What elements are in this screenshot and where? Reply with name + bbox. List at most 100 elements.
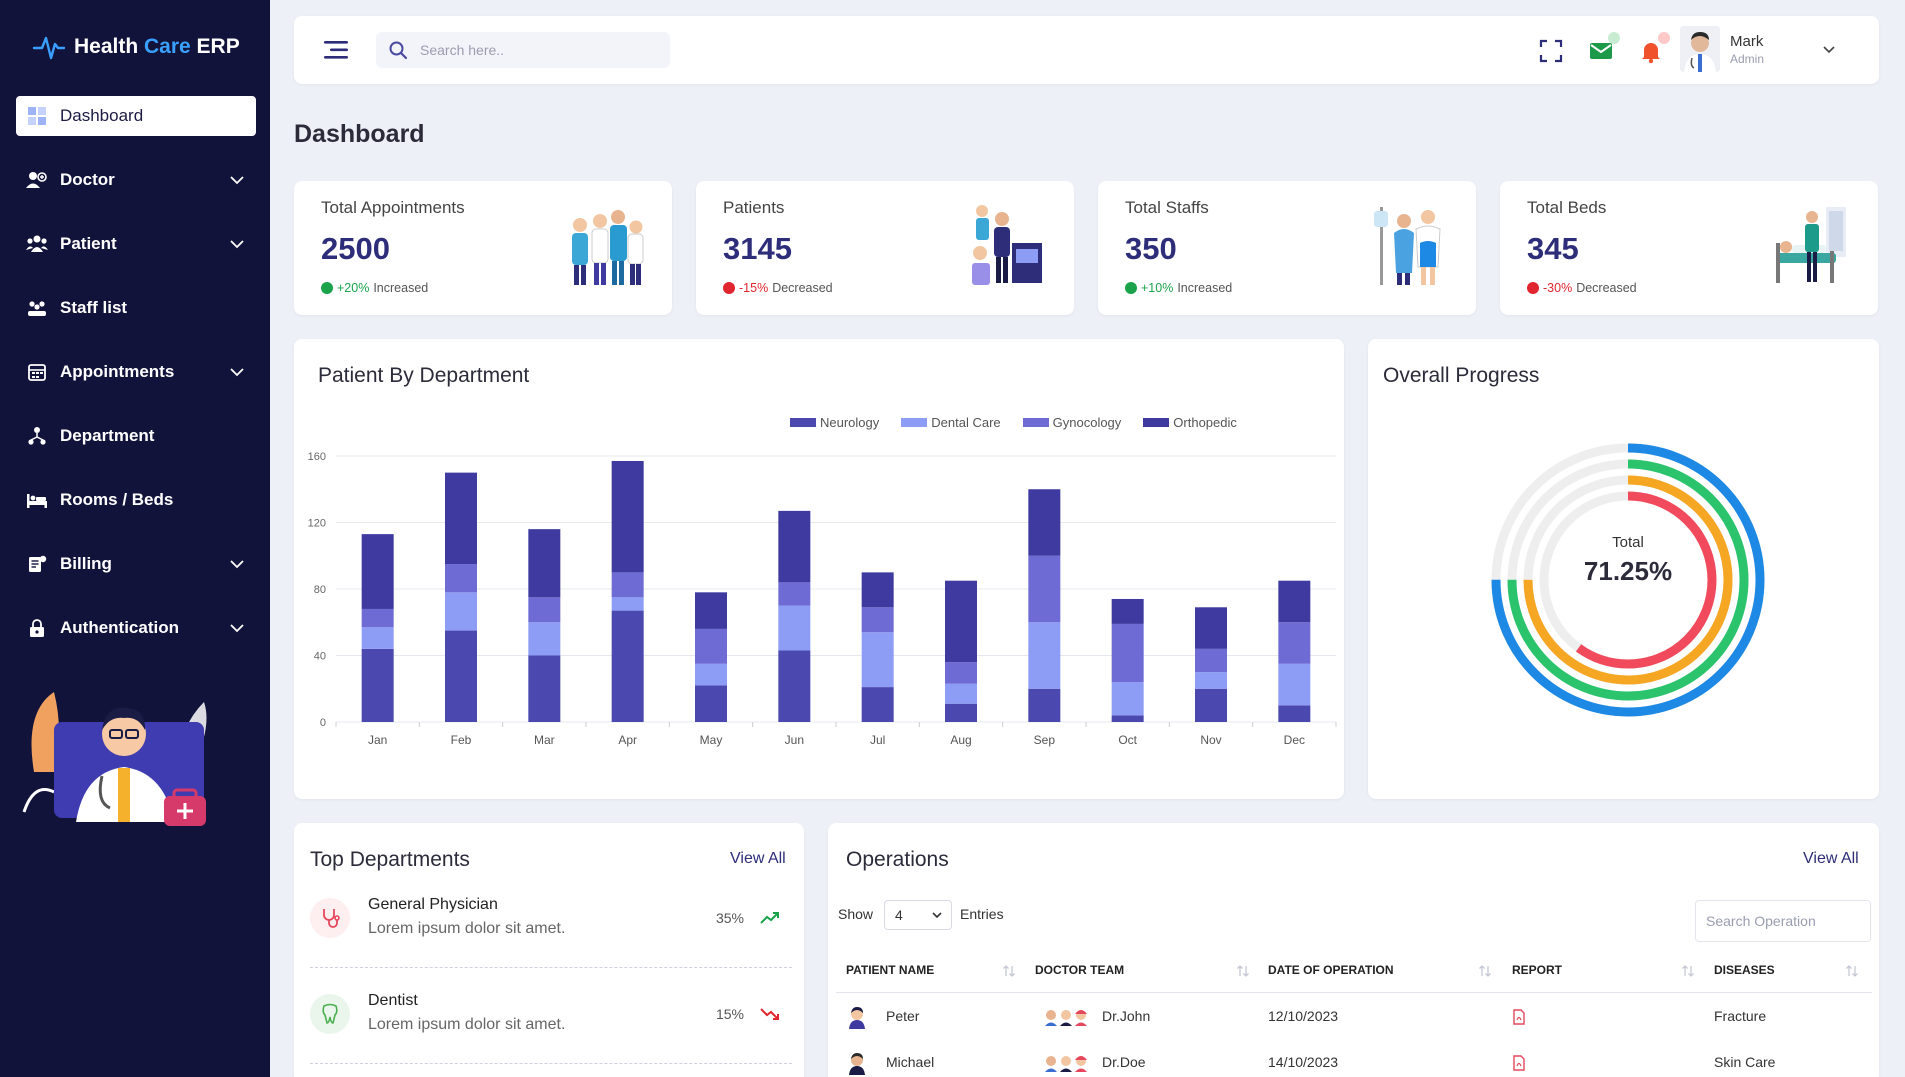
bar-segment: [778, 582, 811, 606]
progress-ring: [1539, 491, 1717, 669]
stat-card-patients[interactable]: Patients 3145 -15% Decreased: [696, 181, 1074, 315]
staff-illustration: [1374, 207, 1441, 285]
bar-segment: [1278, 622, 1311, 664]
grid-icon: [26, 105, 48, 127]
bar-segment: [695, 685, 727, 722]
bar-segment: [778, 650, 811, 722]
bar-segment: [695, 663, 727, 686]
sort-icon[interactable]: [1478, 964, 1492, 978]
x-tick-label: Jun: [785, 733, 804, 747]
bar-segment: [611, 572, 644, 598]
sidebar-item-appointments[interactable]: Appointments: [16, 352, 256, 392]
stat-value: 2500: [321, 231, 390, 266]
app-logo[interactable]: Health Care ERP: [32, 30, 240, 64]
bar-segment: [945, 703, 977, 722]
user-name: Mark: [1730, 32, 1764, 50]
stat-value: 3145: [723, 231, 792, 266]
column-header-report[interactable]: REPORT: [1512, 963, 1563, 977]
disease: Skin Care: [1714, 1054, 1776, 1070]
top-departments-view-all-link[interactable]: View All: [730, 850, 786, 867]
x-tick-label: Jan: [368, 733, 387, 747]
column-header-date[interactable]: DATE OF OPERATION: [1268, 963, 1394, 977]
sidebar-item-doctor[interactable]: Doctor: [16, 160, 256, 200]
chevron-down-icon: [932, 912, 942, 919]
x-tick-label: Mar: [534, 733, 555, 747]
pdf-report-icon[interactable]: [1512, 1055, 1526, 1071]
global-search[interactable]: [376, 32, 670, 68]
stat-label: Total Staffs: [1125, 198, 1209, 217]
entries-select[interactable]: 4: [884, 900, 952, 930]
sort-icon[interactable]: [1236, 964, 1250, 978]
stat-card-staffs[interactable]: Total Staffs 350 +10% Increased: [1098, 181, 1476, 315]
sidebar-item-patient[interactable]: Patient: [16, 224, 256, 264]
pdf-report-icon[interactable]: [1512, 1009, 1526, 1025]
legend-item[interactable]: Gynocology: [1022, 415, 1121, 430]
menu-toggle-icon[interactable]: [322, 38, 350, 62]
operations-view-all-link[interactable]: View All: [1803, 850, 1859, 867]
department-name: Dentist: [368, 992, 418, 1009]
chevron-down-icon: [230, 560, 244, 569]
sort-icon[interactable]: [1681, 964, 1695, 978]
search-input[interactable]: [420, 42, 660, 58]
y-tick-label: 120: [308, 518, 326, 530]
sidebar-item-billing[interactable]: Billing: [16, 544, 256, 584]
column-header-diseases[interactable]: DISEASES: [1714, 963, 1775, 977]
sidebar-item-department[interactable]: Department: [16, 416, 256, 456]
sidebar-item-label: Appointments: [60, 362, 175, 381]
legend-swatch: [790, 418, 816, 427]
y-tick-label: 0: [320, 717, 326, 729]
billing-icon: [26, 553, 48, 575]
trend-down-icon: [723, 282, 735, 294]
chevron-down-icon: [230, 240, 244, 249]
sort-icon[interactable]: [1002, 964, 1016, 978]
bar-segment: [1278, 580, 1311, 623]
sidebar-item-label: Department: [60, 426, 155, 445]
chevron-down-icon[interactable]: [1820, 40, 1838, 58]
legend-item[interactable]: Orthopedic: [1143, 415, 1237, 430]
list-item[interactable]: General Physician Lorem ipsum dolor sit …: [310, 896, 792, 980]
bar-segment: [1195, 672, 1227, 689]
bed-icon: [26, 489, 48, 511]
sidebar-item-dashboard[interactable]: Dashboard: [16, 96, 256, 136]
app-title: Health Care ERP: [74, 35, 240, 58]
bar-segment: [695, 628, 727, 664]
panel-title: Top Departments: [310, 848, 470, 871]
doctor-name: Dr.Doe: [1102, 1054, 1146, 1070]
list-item[interactable]: Dentist Lorem ipsum dolor sit amet. 15%: [310, 992, 792, 1076]
progress-ring: [1523, 475, 1733, 685]
sidebar-item-label: Billing: [60, 554, 112, 573]
operation-search-input[interactable]: [1695, 900, 1871, 942]
column-header-patient[interactable]: PATIENT NAME: [846, 963, 935, 977]
sort-icon[interactable]: [1845, 964, 1859, 978]
top-bar: Mark Admin: [294, 16, 1879, 84]
user-profile[interactable]: Mark Admin: [1680, 26, 1764, 72]
bar-segment: [528, 597, 561, 623]
legend-swatch: [1143, 418, 1170, 427]
legend-item[interactable]: Neurology: [790, 415, 879, 430]
fullscreen-button[interactable]: [1538, 38, 1564, 64]
bar-segment: [445, 564, 477, 593]
stat-card-beds[interactable]: Total Beds 345 -30% Decreased: [1500, 181, 1878, 315]
chart-legend: Neurology Dental Care Gynocology Orthope…: [790, 415, 1237, 430]
doctor-illustration: [22, 692, 207, 826]
sidebar-item-authentication[interactable]: Authentication: [16, 608, 256, 648]
operation-date: 12/10/2023: [1268, 1008, 1339, 1024]
stat-change: +10% Increased: [1125, 281, 1232, 295]
stat-card-appointments[interactable]: Total Appointments 2500 +20% Increased: [294, 181, 672, 315]
chevron-down-icon: [230, 368, 244, 377]
sidebar-item-label: Rooms / Beds: [60, 490, 174, 509]
messages-button[interactable]: [1588, 32, 1620, 64]
overall-progress-panel: [1368, 339, 1879, 799]
legend-item[interactable]: Dental Care: [901, 415, 1001, 430]
sidebar-item-label: Dashboard: [60, 106, 144, 125]
staff-icon: [26, 297, 48, 319]
column-header-doctor[interactable]: DOCTOR TEAM: [1035, 963, 1125, 977]
y-tick-label: 80: [314, 584, 326, 596]
calendar-icon: [26, 361, 48, 383]
bar-segment: [861, 572, 894, 608]
notifications-button[interactable]: [1638, 32, 1670, 64]
sidebar-item-staff-list[interactable]: Staff list: [16, 288, 256, 328]
x-tick-label: Jul: [870, 733, 885, 747]
sidebar-item-rooms-beds[interactable]: Rooms / Beds: [16, 480, 256, 520]
bar-segment: [1195, 648, 1227, 673]
